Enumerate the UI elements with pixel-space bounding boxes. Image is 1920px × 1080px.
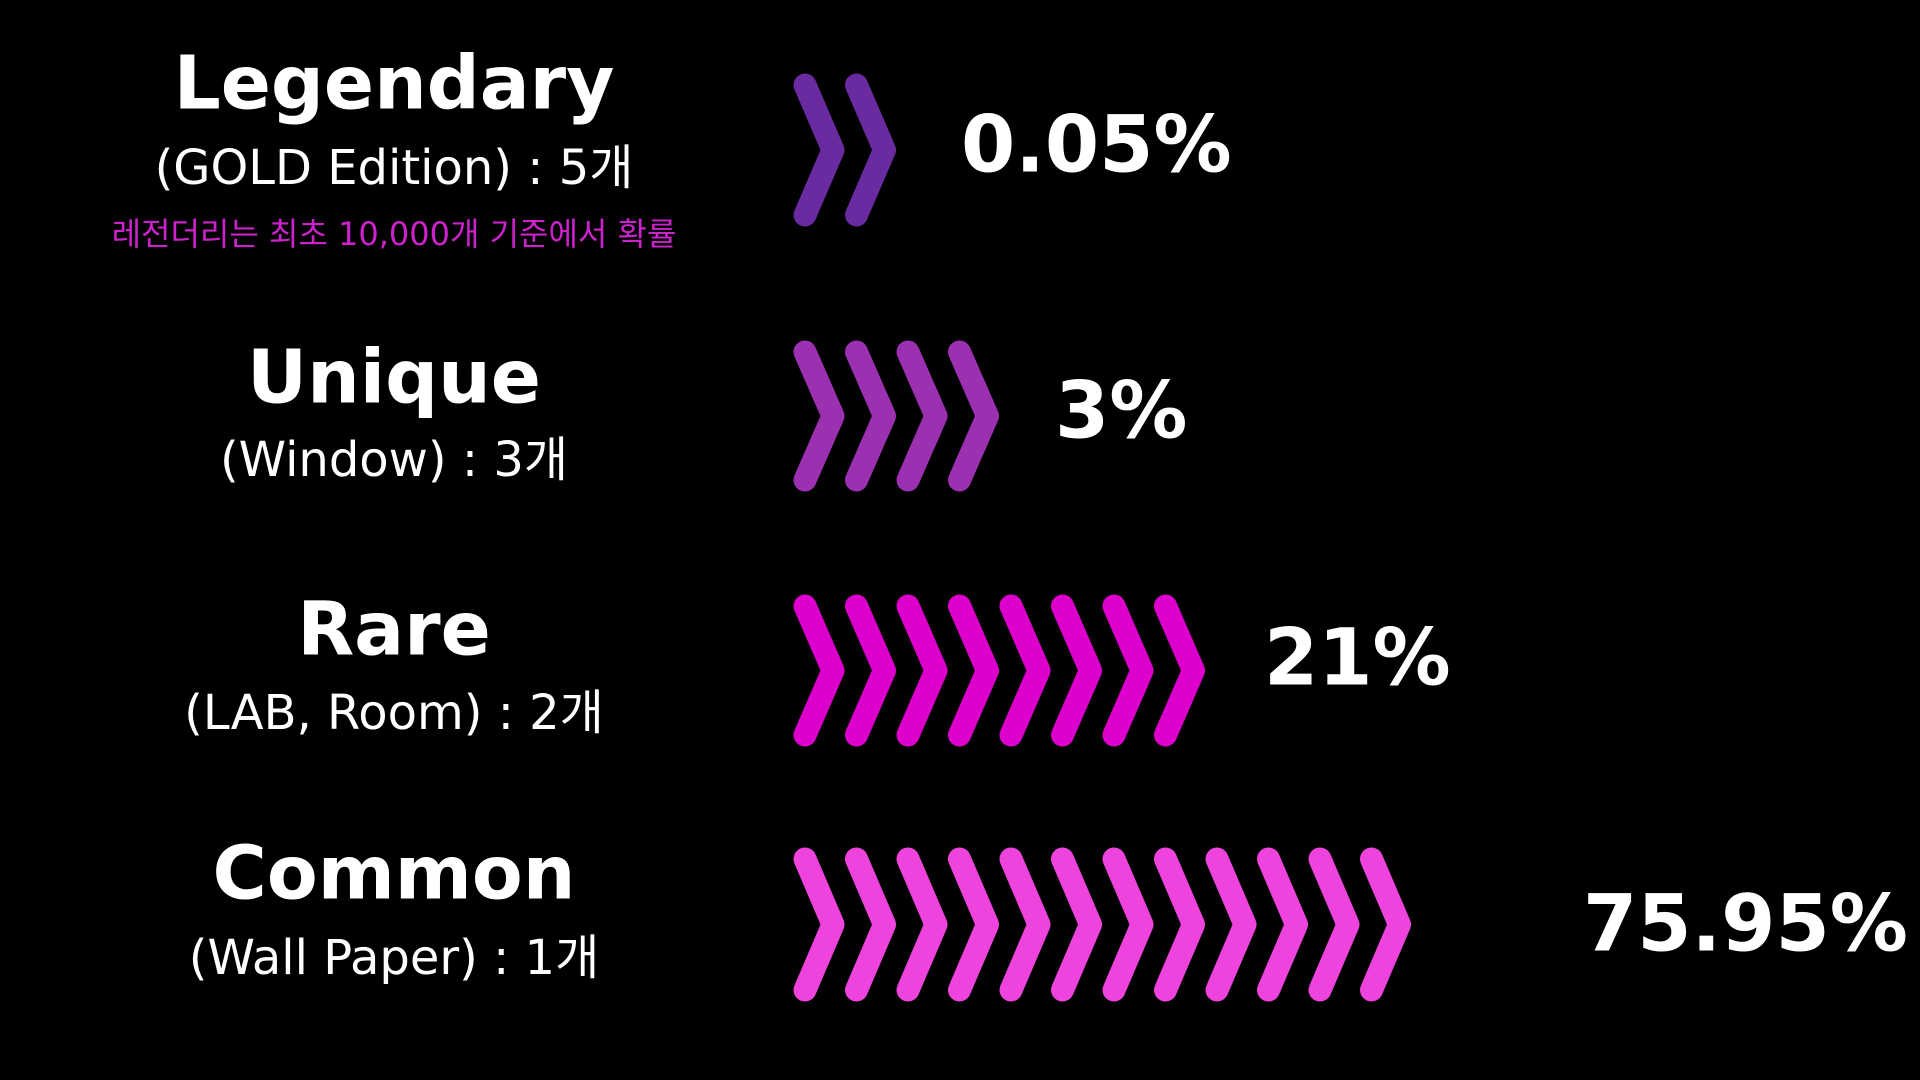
chevron [1051,594,1102,747]
chevron [948,340,999,492]
tier-note: 레전더리는 최초 10,000개 기준에서 확률 [112,215,677,253]
chevron [1102,594,1154,747]
tier-probability: 0.05% [961,100,1232,190]
tier-probability: 75.95% [1583,879,1908,969]
chevron [1257,847,1308,1002]
chevron [793,594,845,747]
tier-description: (Window) : 3개 [220,432,568,488]
chevron [845,340,896,492]
chevron [1051,847,1102,1002]
chevron [896,847,948,1002]
chevron [793,340,845,492]
chevron [793,847,845,1002]
tier-name: Common [213,831,576,917]
chevron [1360,847,1411,1002]
tier-name: Legendary [174,41,615,127]
tier-name: Unique [247,335,541,421]
tier-description: (LAB, Room) : 2개 [184,685,604,741]
chevron [1154,847,1205,1002]
chevron [845,73,896,227]
tier-name: Rare [297,587,491,673]
chevron [1308,847,1360,1002]
tier-description: (GOLD Edition) : 5개 [155,140,634,196]
chevron [948,847,999,1002]
tier-probability: 3% [1055,366,1187,456]
tier-description: (Wall Paper) : 1개 [189,930,600,986]
chevron [999,594,1051,747]
chevron [896,594,948,747]
chevron [1205,847,1257,1002]
chevron [845,847,896,1002]
chevron [999,847,1051,1002]
chevron [1154,594,1205,747]
chevron [896,340,948,492]
chevron [1102,847,1154,1002]
chevron [793,73,845,227]
tier-probability: 21% [1264,613,1451,703]
chevron [948,594,999,747]
chevron [845,594,896,747]
